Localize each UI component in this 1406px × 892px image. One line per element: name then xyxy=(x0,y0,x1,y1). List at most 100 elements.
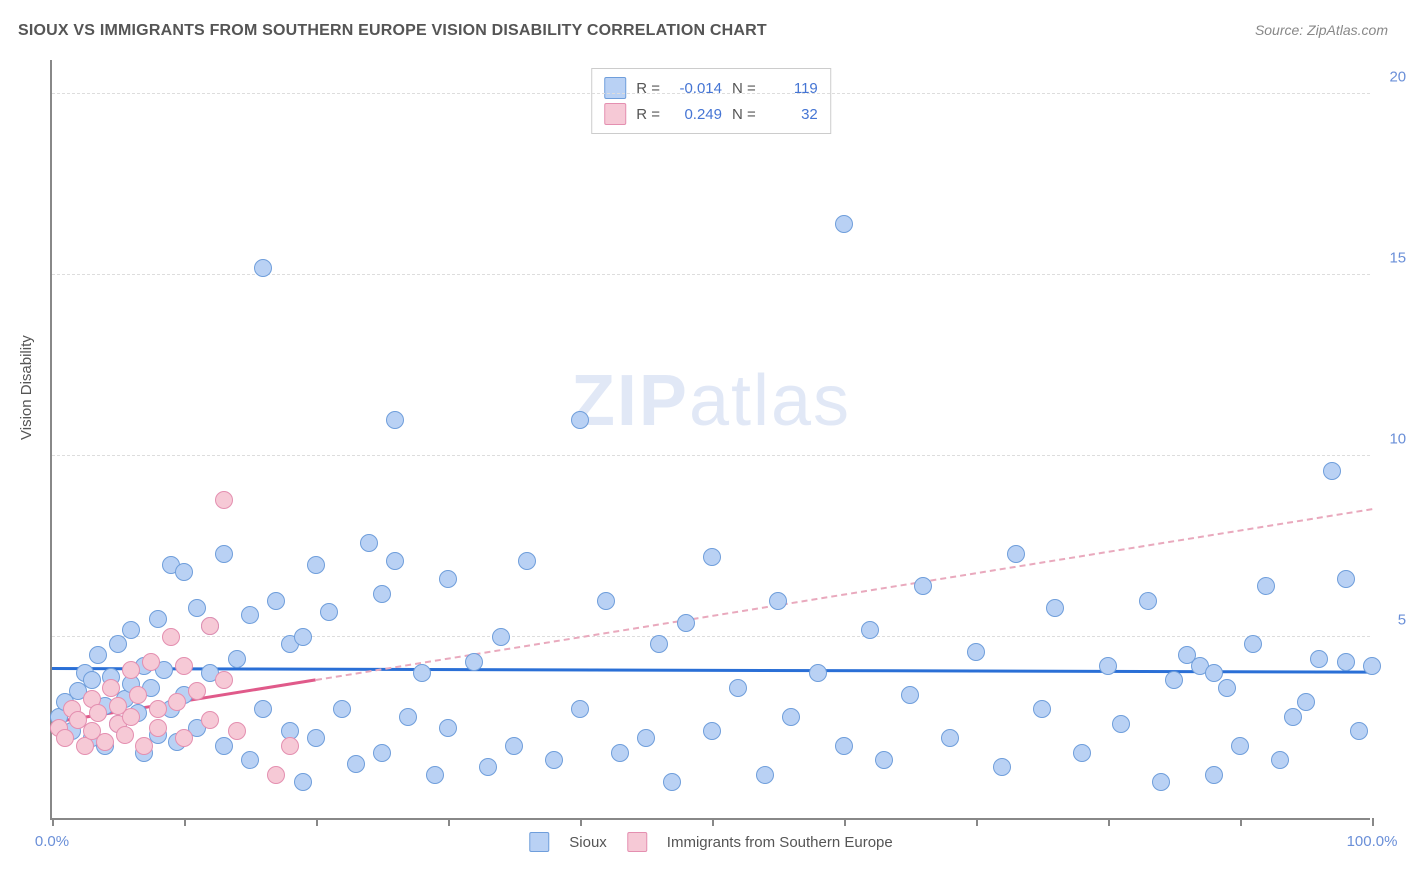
data-point-immigrants xyxy=(149,719,167,737)
legend-swatch-sioux xyxy=(529,832,549,852)
stats-row-immigrants: R = 0.249 N = 32 xyxy=(604,101,818,127)
data-point-immigrants xyxy=(122,708,140,726)
data-point-sioux xyxy=(307,729,325,747)
data-point-immigrants xyxy=(201,711,219,729)
data-point-sioux xyxy=(1112,715,1130,733)
x-tick-label: 100.0% xyxy=(1347,833,1398,850)
data-point-immigrants xyxy=(129,686,147,704)
data-point-sioux xyxy=(426,766,444,784)
data-point-sioux xyxy=(782,708,800,726)
data-point-sioux xyxy=(399,708,417,726)
data-point-sioux xyxy=(413,664,431,682)
data-point-sioux xyxy=(465,653,483,671)
data-point-sioux xyxy=(1046,599,1064,617)
data-point-sioux xyxy=(241,751,259,769)
data-point-sioux xyxy=(241,606,259,624)
data-point-sioux xyxy=(228,650,246,668)
r-label: R = xyxy=(636,106,660,123)
data-point-sioux xyxy=(1205,664,1223,682)
data-point-sioux xyxy=(386,552,404,570)
data-point-sioux xyxy=(267,592,285,610)
chart-title: SIOUX VS IMMIGRANTS FROM SOUTHERN EUROPE… xyxy=(18,22,767,39)
data-point-sioux xyxy=(1363,657,1381,675)
x-tick-label: 0.0% xyxy=(35,833,69,850)
data-point-sioux xyxy=(1231,737,1249,755)
data-point-immigrants xyxy=(116,726,134,744)
bottom-legend: Sioux Immigrants from Southern Europe xyxy=(529,832,892,852)
data-point-immigrants xyxy=(215,671,233,689)
swatch-sioux xyxy=(604,77,626,99)
data-point-immigrants xyxy=(102,679,120,697)
data-point-sioux xyxy=(1271,751,1289,769)
data-point-immigrants xyxy=(168,693,186,711)
data-point-sioux xyxy=(769,592,787,610)
data-point-sioux xyxy=(703,548,721,566)
data-point-sioux xyxy=(89,646,107,664)
data-point-sioux xyxy=(875,751,893,769)
data-point-immigrants xyxy=(56,729,74,747)
data-point-sioux xyxy=(373,585,391,603)
data-point-sioux xyxy=(993,758,1011,776)
data-point-sioux xyxy=(254,259,272,277)
data-point-sioux xyxy=(1033,700,1051,718)
data-point-sioux xyxy=(1310,650,1328,668)
data-point-sioux xyxy=(215,545,233,563)
data-point-immigrants xyxy=(175,657,193,675)
data-point-immigrants xyxy=(142,653,160,671)
data-point-sioux xyxy=(571,700,589,718)
x-tick xyxy=(316,818,318,826)
data-point-sioux xyxy=(835,215,853,233)
data-point-sioux xyxy=(941,729,959,747)
data-point-immigrants xyxy=(162,628,180,646)
data-point-sioux xyxy=(809,664,827,682)
data-point-sioux xyxy=(545,751,563,769)
data-point-sioux xyxy=(650,635,668,653)
data-point-sioux xyxy=(188,599,206,617)
data-point-sioux xyxy=(83,671,101,689)
swatch-immigrants xyxy=(604,103,626,125)
legend-label-sioux: Sioux xyxy=(569,834,607,851)
gridline xyxy=(52,636,1370,637)
x-tick xyxy=(184,818,186,826)
data-point-immigrants xyxy=(215,491,233,509)
legend-label-immigrants: Immigrants from Southern Europe xyxy=(667,834,893,851)
data-point-sioux xyxy=(914,577,932,595)
data-point-sioux xyxy=(729,679,747,697)
data-point-sioux xyxy=(215,737,233,755)
scatter-plot: ZIPatlas R = -0.014 N = 119 R = 0.249 N … xyxy=(50,60,1370,820)
data-point-sioux xyxy=(1073,744,1091,762)
data-point-sioux xyxy=(505,737,523,755)
x-tick xyxy=(976,818,978,826)
data-point-immigrants xyxy=(281,737,299,755)
gridline xyxy=(52,274,1370,275)
data-point-sioux xyxy=(333,700,351,718)
data-point-sioux xyxy=(254,700,272,718)
data-point-sioux xyxy=(109,635,127,653)
data-point-sioux xyxy=(571,411,589,429)
y-tick-label: 5.0% xyxy=(1398,612,1406,629)
x-tick xyxy=(1372,818,1374,826)
data-point-sioux xyxy=(1165,671,1183,689)
data-point-immigrants xyxy=(149,700,167,718)
watermark: ZIPatlas xyxy=(571,360,851,442)
data-point-sioux xyxy=(1297,693,1315,711)
data-point-sioux xyxy=(1257,577,1275,595)
n-value-immigrants: 32 xyxy=(766,106,818,123)
data-point-sioux xyxy=(611,744,629,762)
data-point-sioux xyxy=(1337,653,1355,671)
data-point-sioux xyxy=(149,610,167,628)
y-tick-label: 20.0% xyxy=(1389,69,1406,86)
y-tick-label: 10.0% xyxy=(1389,431,1406,448)
data-point-sioux xyxy=(518,552,536,570)
r-value-immigrants: 0.249 xyxy=(670,106,722,123)
x-tick xyxy=(844,818,846,826)
data-point-sioux xyxy=(1139,592,1157,610)
data-point-sioux xyxy=(1337,570,1355,588)
data-point-sioux xyxy=(597,592,615,610)
data-point-immigrants xyxy=(89,704,107,722)
data-point-sioux xyxy=(1284,708,1302,726)
x-tick xyxy=(52,818,54,826)
data-point-sioux xyxy=(320,603,338,621)
x-tick xyxy=(580,818,582,826)
x-tick xyxy=(1108,818,1110,826)
